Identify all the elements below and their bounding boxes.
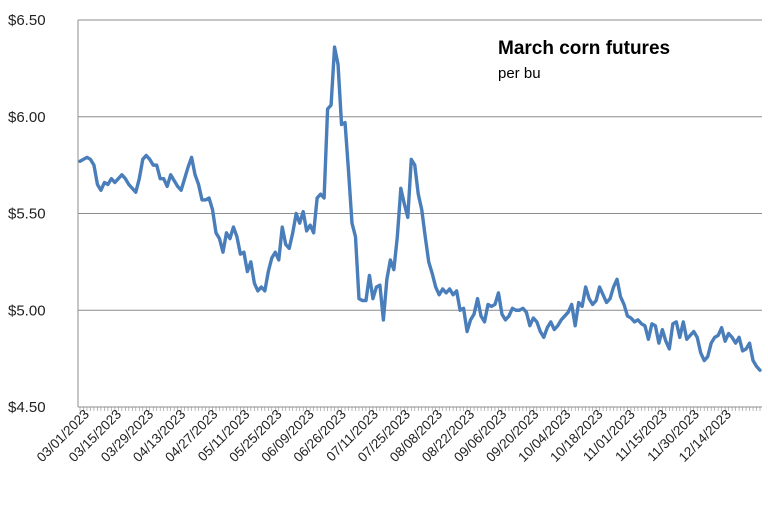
chart-subtitle: per bu	[498, 65, 541, 82]
series-line	[78, 45, 762, 372]
y-tick-label: $6.00	[8, 109, 46, 126]
y-tick-label: $5.00	[8, 302, 46, 319]
chart-title: March corn futures	[498, 38, 670, 59]
x-axis-ticks	[79, 407, 761, 411]
y-tick-label: $6.50	[8, 12, 46, 29]
y-axis-tick-labels: $4.50 $5.00 $5.50 $6.00 $6.50	[8, 12, 46, 416]
axes	[77, 20, 762, 408]
y-tick-label: $4.50	[8, 399, 46, 416]
y-tick-label: $5.50	[8, 206, 46, 223]
y-gridlines	[78, 19, 762, 311]
